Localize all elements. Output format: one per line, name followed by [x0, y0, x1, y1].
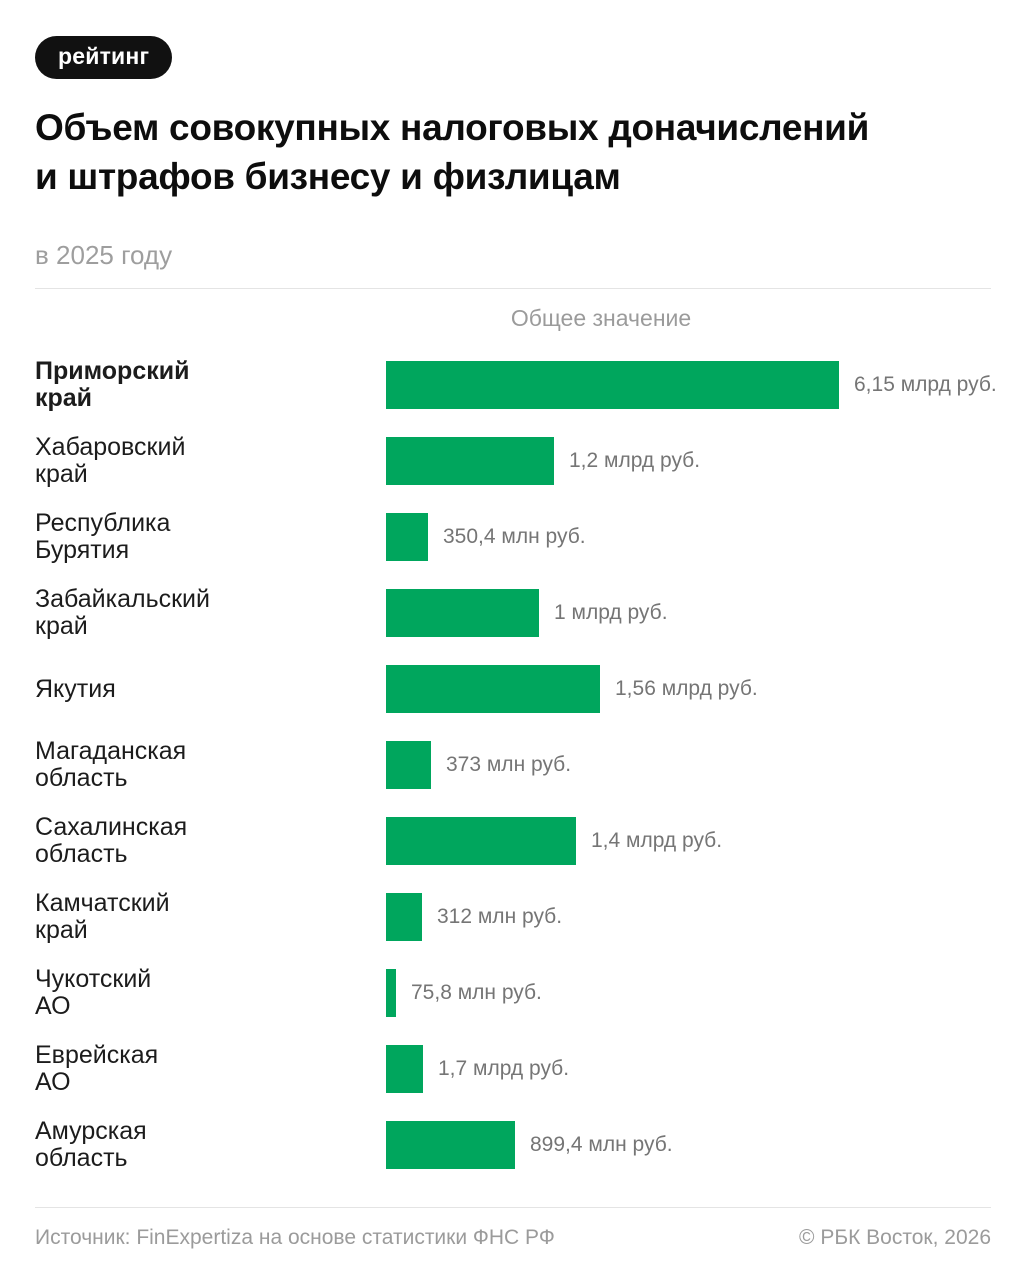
page-subtitle: в 2025 году	[35, 240, 173, 271]
region-row: Республика Бурятия 350,4 млн руб.	[35, 499, 991, 575]
header-divider	[35, 288, 991, 290]
value-bar	[386, 665, 600, 714]
value-label: 350,4 млн руб.	[443, 525, 586, 549]
region-row: Хабаровский край 1,2 млрд руб.	[35, 423, 991, 499]
region-label: Магаданская область	[35, 737, 187, 793]
region-label: Еврейская АО	[35, 1041, 159, 1097]
value-label: 1,7 млрд руб.	[438, 1057, 570, 1081]
region-label: Хабаровский край	[35, 433, 186, 489]
value-label: 6,15 млрд руб.	[854, 373, 997, 397]
value-label: 1,2 млрд руб.	[569, 449, 701, 473]
region-label: Республика Бурятия	[35, 509, 171, 565]
value-label: 899,4 млн руб.	[530, 1133, 673, 1157]
footer: Источник: FinExpertiza на основе статист…	[35, 1207, 991, 1250]
value-bar	[386, 437, 554, 486]
value-bar	[386, 513, 428, 562]
region-row: Сахалинская область 1,4 млрд руб.	[35, 803, 991, 879]
region-row: Приморский край 6,15 млрд руб.	[35, 347, 997, 423]
column-header: Общее значение	[510, 305, 692, 332]
region-label: Якутия	[35, 674, 116, 703]
value-bar	[386, 1121, 515, 1170]
page-title: Объем совокупных налоговых доначислений …	[35, 107, 870, 198]
region-label: Приморский край	[35, 357, 190, 413]
rating-badge: рейтинг	[35, 36, 173, 79]
region-label: Забайкальский край	[35, 585, 210, 641]
value-bar	[386, 817, 576, 866]
source-text: Источник: FinExpertiza на основе статист…	[35, 1226, 555, 1249]
region-row: Забайкальский край 1 млрд руб.	[35, 575, 991, 651]
region-row: Камчатский край 312 млн руб.	[35, 879, 991, 955]
region-label: Сахалинская область	[35, 813, 188, 869]
region-label: Камчатский край	[35, 889, 170, 945]
footer-divider	[35, 1207, 991, 1208]
value-bar	[386, 589, 539, 638]
value-bar	[386, 1045, 423, 1094]
copyright-text: © РБК Восток, 2026	[799, 1226, 991, 1249]
value-label: 373 млн руб.	[446, 753, 572, 777]
value-bar	[386, 969, 396, 1018]
value-label: 312 млн руб.	[437, 905, 563, 929]
value-label: 1 млрд руб.	[554, 601, 668, 625]
chart-rows: Приморский край 6,15 млрд руб. Хабаровск…	[35, 347, 997, 1183]
region-row: Чукотский АО 75,8 млн руб.	[35, 955, 991, 1031]
value-bar	[386, 893, 422, 942]
value-label: 1,4 млрд руб.	[591, 829, 723, 853]
region-row: Еврейская АО 1,7 млрд руб.	[35, 1031, 991, 1107]
value-label: 1,56 млрд руб.	[615, 677, 758, 701]
value-bar	[386, 361, 839, 410]
value-bar	[386, 741, 431, 790]
region-label: Чукотский АО	[35, 965, 152, 1021]
region-label: Амурская область	[35, 1117, 147, 1173]
region-row: Магаданская область 373 млн руб.	[35, 727, 991, 803]
region-row: Амурская область 899,4 млн руб.	[35, 1107, 991, 1183]
region-row: Якутия 1,56 млрд руб.	[35, 651, 991, 727]
value-label: 75,8 млн руб.	[411, 981, 542, 1005]
